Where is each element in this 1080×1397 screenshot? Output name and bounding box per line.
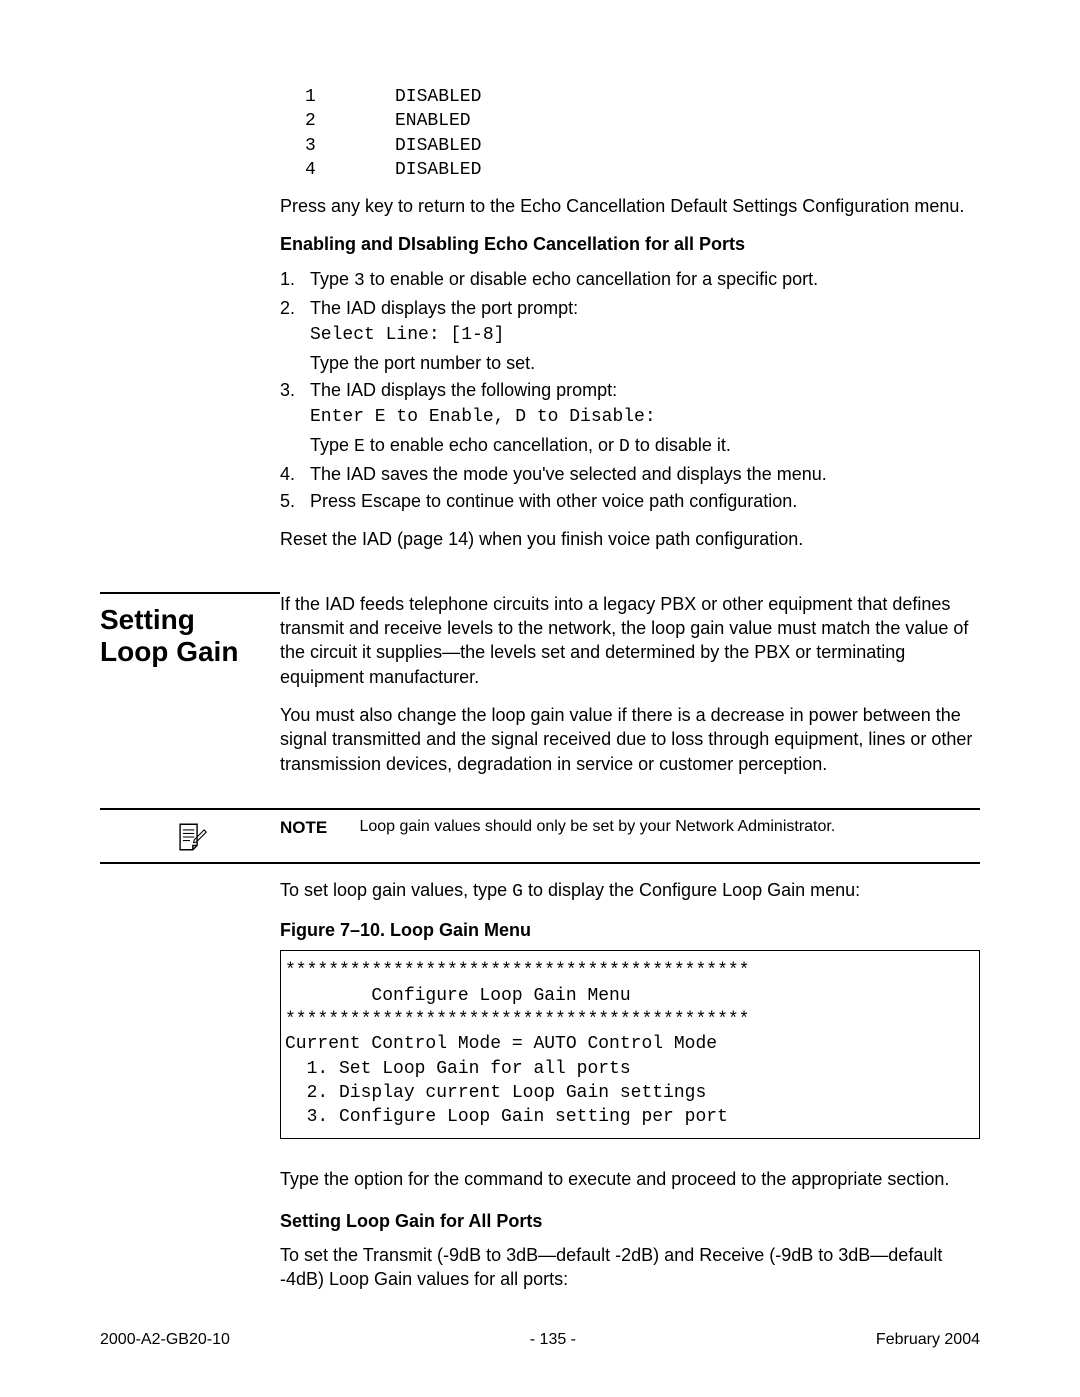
type-option-text: Type the option for the command to execu… (280, 1167, 980, 1191)
port-num: 4 (305, 158, 395, 182)
all-ports-heading: Setting Loop Gain for All Ports (280, 1209, 980, 1233)
section-title-cell: Setting Loop Gain (100, 592, 280, 790)
section-body: If the IAD feeds telephone circuits into… (280, 592, 980, 790)
step-text: to enable echo cancellation, or (365, 435, 619, 455)
all-ports-text: To set the Transmit (-9dB to 3dB—default… (280, 1243, 980, 1292)
port-status: DISABLED (395, 160, 481, 180)
step-text: Type the port number to set. (310, 353, 535, 373)
inline-code: D (619, 437, 630, 457)
enable-disable-heading: Enabling and DIsabling Echo Cancellation… (280, 232, 980, 256)
step-5: Press Escape to continue with other voic… (280, 489, 980, 513)
table-row: 1DISABLED (305, 85, 980, 109)
port-status-table: 1DISABLED 2ENABLED 3DISABLED 4DISABLED (305, 85, 980, 182)
footer-right: February 2004 (876, 1331, 980, 1349)
table-row: 2ENABLED (305, 109, 980, 133)
port-status: DISABLED (395, 136, 481, 156)
after-note-content: To set loop gain values, type G to displ… (280, 878, 980, 1292)
port-num: 1 (305, 85, 395, 109)
inline-code: E (354, 437, 365, 457)
to-set-text: To set loop gain values, type G to displ… (280, 878, 980, 904)
steps-list: Type 3 to enable or disable echo cancell… (280, 267, 980, 514)
step-text: to disable it. (630, 435, 731, 455)
step-text: Type (310, 435, 354, 455)
note-label: NOTE (280, 818, 355, 838)
port-num: 3 (305, 134, 395, 158)
inline-code: G (512, 882, 523, 902)
code-line: Enter E to Enable, D to Disable: (310, 405, 980, 429)
inline-code: 3 (354, 271, 365, 291)
step-text: to enable or disable echo cancellation f… (365, 269, 818, 289)
section-title-line1: Setting (100, 604, 195, 635)
step-text: The IAD displays the following prompt: (310, 380, 617, 400)
step-4: The IAD saves the mode you've selected a… (280, 462, 980, 486)
note-icon-col (100, 818, 280, 854)
loop-gain-p2: You must also change the loop gain value… (280, 703, 980, 776)
press-any-key-text: Press any key to return to the Echo Canc… (280, 194, 980, 218)
step-text: The IAD displays the port prompt: (310, 298, 578, 318)
note-content: NOTE Loop gain values should only be set… (280, 818, 980, 838)
note-text: Loop gain values should only be set by y… (359, 818, 979, 836)
note-icon (173, 820, 207, 854)
note-block: NOTE Loop gain values should only be set… (100, 808, 980, 864)
step-text: Type (310, 269, 354, 289)
port-status: ENABLED (395, 111, 471, 131)
figure-caption: Figure 7–10. Loop Gain Menu (280, 918, 980, 942)
to-set-b: to display the Configure Loop Gain menu: (523, 880, 860, 900)
code-line: Select Line: [1-8] (310, 323, 980, 347)
reset-text: Reset the IAD (page 14) when you finish … (280, 527, 980, 551)
step-text: Press Escape to continue with other voic… (310, 491, 797, 511)
step-text: The IAD saves the mode you've selected a… (310, 464, 827, 484)
step-2: The IAD displays the port prompt: Select… (280, 296, 980, 375)
section-title: Setting Loop Gain (100, 604, 280, 668)
table-row: 4DISABLED (305, 158, 980, 182)
page-footer: 2000-A2-GB20-10 - 135 - February 2004 (100, 1331, 980, 1349)
footer-center: - 135 - (530, 1331, 576, 1349)
loop-gain-menu-box: ****************************************… (280, 950, 980, 1138)
port-num: 2 (305, 109, 395, 133)
loop-gain-p1: If the IAD feeds telephone circuits into… (280, 592, 980, 689)
to-set-a: To set loop gain values, type (280, 880, 512, 900)
step-3: The IAD displays the following prompt: E… (280, 378, 980, 459)
footer-left: 2000-A2-GB20-10 (100, 1331, 230, 1349)
step-1: Type 3 to enable or disable echo cancell… (280, 267, 980, 293)
port-status: DISABLED (395, 87, 481, 107)
section-title-line2: Loop Gain (100, 636, 238, 667)
table-row: 3DISABLED (305, 134, 980, 158)
section-setting-loop-gain: Setting Loop Gain If the IAD feeds telep… (100, 592, 980, 790)
port-status-block: 1DISABLED 2ENABLED 3DISABLED 4DISABLED P… (280, 85, 980, 552)
